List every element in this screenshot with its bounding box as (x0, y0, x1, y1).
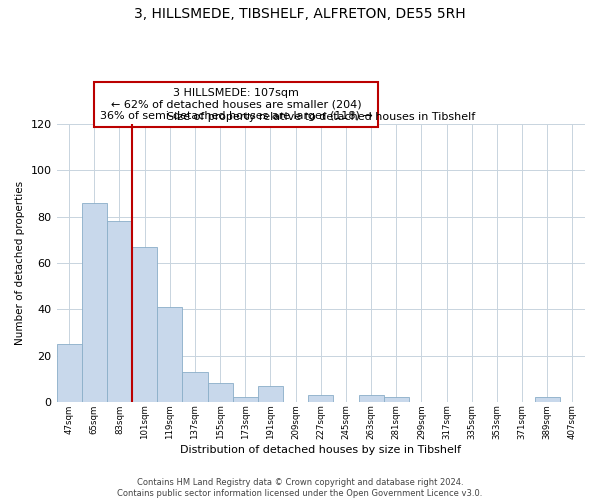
Bar (359, 395, 383, 402)
Bar (56, 344, 82, 402)
Bar (233, 397, 258, 402)
Bar (107, 222, 132, 402)
Bar (157, 307, 182, 402)
Bar (258, 386, 283, 402)
Bar (208, 384, 233, 402)
Text: 3, HILLSMEDE, TIBSHELF, ALFRETON, DE55 5RH: 3, HILLSMEDE, TIBSHELF, ALFRETON, DE55 5… (134, 8, 466, 22)
Bar (535, 397, 560, 402)
Y-axis label: Number of detached properties: Number of detached properties (15, 181, 25, 345)
Bar (132, 246, 157, 402)
Text: Contains HM Land Registry data © Crown copyright and database right 2024.
Contai: Contains HM Land Registry data © Crown c… (118, 478, 482, 498)
Bar (308, 395, 334, 402)
Bar (182, 372, 208, 402)
Bar (82, 202, 107, 402)
Text: 3 HILLSMEDE: 107sqm
← 62% of detached houses are smaller (204)
36% of semi-detac: 3 HILLSMEDE: 107sqm ← 62% of detached ho… (100, 88, 373, 121)
Title: Size of property relative to detached houses in Tibshelf: Size of property relative to detached ho… (167, 112, 475, 122)
Bar (383, 397, 409, 402)
X-axis label: Distribution of detached houses by size in Tibshelf: Distribution of detached houses by size … (180, 445, 461, 455)
